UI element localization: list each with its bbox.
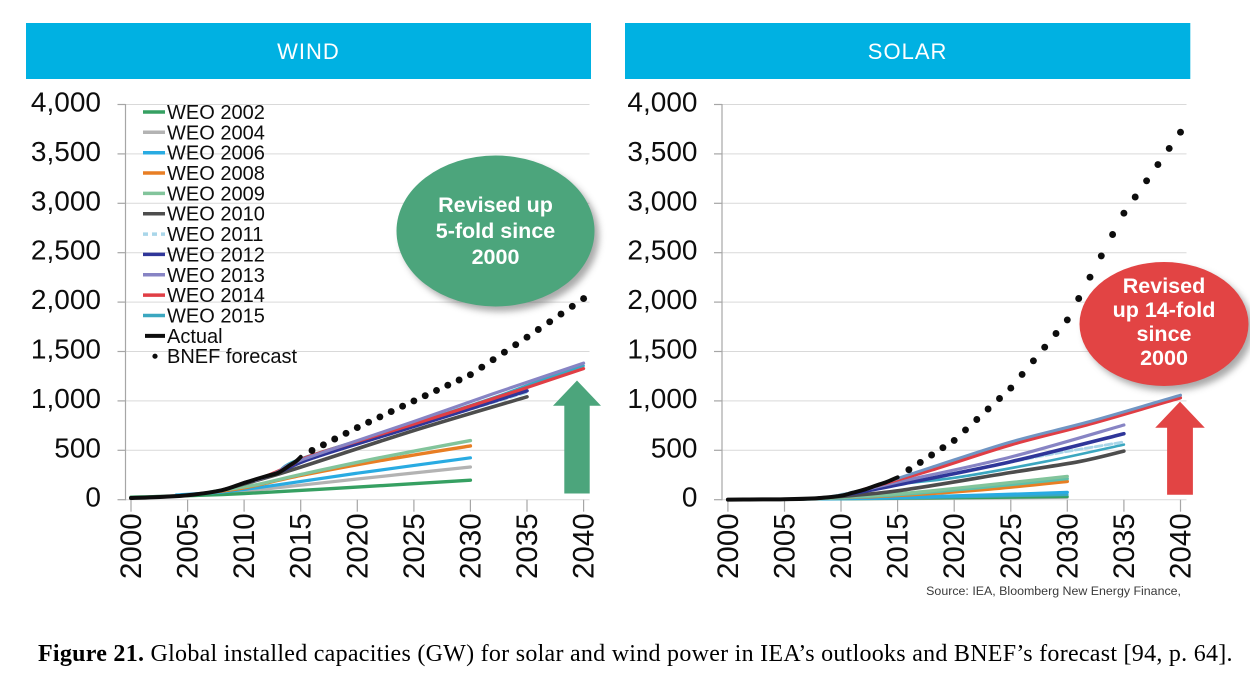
svg-text:3,500: 3,500: [31, 136, 101, 167]
svg-text:2035: 2035: [511, 513, 544, 579]
svg-text:500: 500: [54, 432, 101, 463]
svg-text:3,000: 3,000: [31, 185, 101, 216]
svg-text:WEO 2012: WEO 2012: [167, 244, 265, 266]
svg-text:WEO 2011: WEO 2011: [167, 224, 263, 246]
svg-text:2025: 2025: [398, 513, 431, 579]
svg-text:2010: 2010: [228, 513, 261, 579]
svg-text:3,000: 3,000: [627, 185, 697, 216]
svg-text:2,000: 2,000: [627, 284, 697, 315]
svg-text:SOLAR: SOLAR: [868, 39, 948, 64]
svg-text:WEO 2013: WEO 2013: [167, 265, 265, 287]
svg-text:4,000: 4,000: [31, 87, 101, 118]
svg-text:2030: 2030: [454, 513, 487, 579]
svg-text:WEO 2008: WEO 2008: [167, 163, 265, 185]
svg-text:2025: 2025: [995, 513, 1028, 579]
svg-text:2020: 2020: [341, 513, 374, 579]
svg-text:Source: IEA, Bloomberg New Ene: Source: IEA, Bloomberg New Energy Financ…: [926, 584, 1181, 598]
svg-text:2,000: 2,000: [31, 284, 101, 315]
svg-text:2040: 2040: [1165, 513, 1198, 579]
svg-text:1,500: 1,500: [627, 334, 697, 365]
svg-text:WEO 2004: WEO 2004: [167, 122, 265, 144]
svg-text:5-fold since: 5-fold since: [436, 219, 556, 243]
svg-text:0: 0: [682, 482, 698, 513]
svg-text:1,000: 1,000: [31, 383, 101, 414]
svg-text:2020: 2020: [938, 513, 971, 579]
svg-text:2035: 2035: [1108, 513, 1141, 579]
svg-text:2,500: 2,500: [627, 235, 697, 266]
svg-text:since: since: [1137, 322, 1192, 346]
svg-text:WEO 2015: WEO 2015: [167, 306, 265, 328]
svg-text:3,500: 3,500: [627, 136, 697, 167]
svg-text:2040: 2040: [568, 513, 601, 579]
svg-text:2005: 2005: [172, 513, 205, 579]
svg-text:WEO 2002: WEO 2002: [167, 102, 265, 124]
svg-text:1,000: 1,000: [627, 383, 697, 414]
svg-text:0: 0: [85, 482, 101, 513]
svg-text:Actual: Actual: [167, 326, 223, 348]
svg-text:2030: 2030: [1051, 513, 1084, 579]
svg-text:WEO 2009: WEO 2009: [167, 183, 265, 205]
svg-text:WEO 2014: WEO 2014: [167, 285, 265, 307]
svg-text:2005: 2005: [769, 513, 802, 579]
svg-text:2000: 2000: [115, 513, 148, 579]
svg-text:500: 500: [651, 432, 698, 463]
svg-text:2000: 2000: [712, 513, 745, 579]
svg-text:2010: 2010: [825, 513, 858, 579]
svg-text:2000: 2000: [472, 245, 520, 269]
svg-text:BNEF forecast: BNEF forecast: [167, 346, 297, 368]
svg-text:WEO 2006: WEO 2006: [167, 143, 265, 165]
svg-text:2015: 2015: [285, 513, 318, 579]
svg-text:WEO 2010: WEO 2010: [167, 204, 265, 226]
svg-text:Revised up: Revised up: [438, 193, 553, 217]
svg-text:2000: 2000: [1140, 346, 1188, 370]
svg-text:up 14-fold: up 14-fold: [1113, 298, 1216, 322]
svg-text:4,000: 4,000: [627, 87, 697, 118]
svg-text:1,500: 1,500: [31, 334, 101, 365]
svg-text:Revised: Revised: [1123, 274, 1205, 298]
svg-text:2,500: 2,500: [31, 235, 101, 266]
svg-text:WIND: WIND: [277, 39, 340, 64]
svg-text:2015: 2015: [882, 513, 915, 579]
